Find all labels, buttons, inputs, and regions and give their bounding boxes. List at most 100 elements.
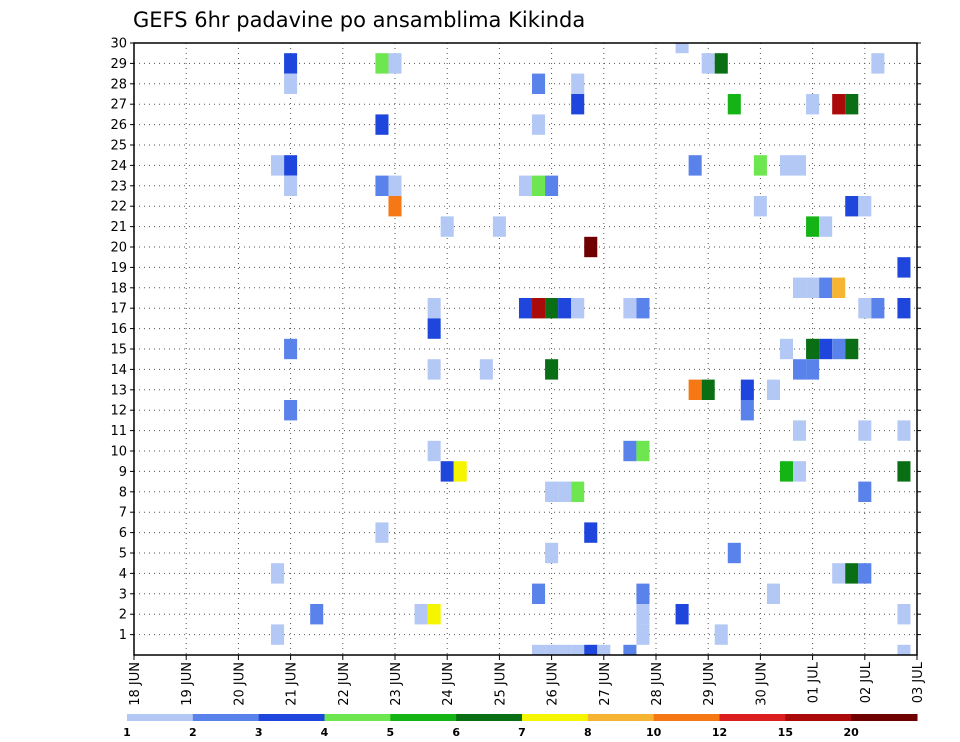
precipitation-cell <box>558 298 572 319</box>
precipitation-cell <box>858 298 872 319</box>
y-tick-label: 17 <box>110 302 127 317</box>
precipitation-cell <box>779 338 794 360</box>
precipitation-cell <box>688 379 702 400</box>
precipitation-cell <box>558 481 572 502</box>
y-tick-label: 25 <box>110 139 127 154</box>
precipitation-cell <box>727 94 741 115</box>
precipitation-cell <box>427 359 441 380</box>
precipitation-cells <box>271 43 911 655</box>
precipitation-cell <box>284 175 298 196</box>
y-tick-label: 16 <box>110 322 127 337</box>
y-tick-label: 5 <box>119 547 127 562</box>
precipitation-cell <box>310 604 324 625</box>
precipitation-cell <box>532 298 546 319</box>
colorbar-segment <box>587 714 655 721</box>
precipitation-cell <box>271 563 285 584</box>
precipitation-cell <box>545 298 559 319</box>
x-axis-ticks: 18 JUN 19 JUN 20 JUN 21 JUN 22 JUN 23 JUN 24 J… <box>128 655 926 706</box>
precipitation-cell <box>819 216 833 237</box>
precipitation-cell <box>753 196 767 217</box>
precipitation-cell <box>858 420 872 441</box>
precipitation-cell <box>636 583 650 604</box>
precipitation-cell <box>532 175 546 196</box>
x-tick-label: 30 JUN <box>754 662 769 706</box>
y-tick-label: 1 <box>119 628 127 643</box>
precipitation-cell <box>727 542 741 564</box>
x-tick-label: 22 JUN <box>337 662 352 706</box>
colorbar-segment <box>851 714 918 721</box>
precipitation-cell <box>623 644 637 655</box>
colorbar: 1 2 3 4 5 6 7 8 10 12 15 20 <box>123 714 918 739</box>
precipitation-cell <box>871 53 885 74</box>
y-tick-label: 23 <box>110 179 127 194</box>
precipitation-cell <box>688 155 702 176</box>
precipitation-cell <box>584 236 598 258</box>
y-tick-label: 30 <box>110 37 127 52</box>
precipitation-cell <box>793 359 807 380</box>
colorbar-segment <box>653 714 720 721</box>
precipitation-cell <box>806 216 820 237</box>
precipitation-cell <box>571 94 585 115</box>
precipitation-cell <box>793 420 807 441</box>
y-tick-label: 9 <box>119 465 127 480</box>
precipitation-cell <box>845 94 859 115</box>
colorbar-label: 4 <box>321 726 329 739</box>
precipitation-cell <box>271 155 285 176</box>
x-tick-label: 02 JUL <box>859 661 874 703</box>
x-tick-label: 27 JUN <box>598 662 613 706</box>
precipitation-cell <box>806 359 820 380</box>
precipitation-cell <box>819 277 833 298</box>
precipitation-cell <box>897 420 911 441</box>
precipitation-cell <box>571 644 585 655</box>
precipitation-cell <box>545 175 559 196</box>
x-tick-label: 18 JUN <box>128 662 143 706</box>
precipitation-cell <box>845 196 859 217</box>
precipitation-cell <box>375 522 389 543</box>
precipitation-cell <box>440 461 454 482</box>
precipitation-cell <box>779 461 794 482</box>
precipitation-cell <box>793 277 807 298</box>
precipitation-cell <box>427 604 441 625</box>
precipitation-cell <box>518 298 533 319</box>
precipitation-cell <box>623 298 637 319</box>
x-tick-label: 24 JUN <box>441 662 456 706</box>
precipitation-cell <box>440 216 454 237</box>
x-tick-label: 23 JUN <box>389 662 404 706</box>
precipitation-cell <box>766 379 780 400</box>
precipitation-cell <box>388 175 402 196</box>
colorbar-segment <box>258 714 325 721</box>
y-axis-ticks: 1234567891011121314151617181920212223242… <box>110 37 921 643</box>
precipitation-cell <box>518 175 533 196</box>
y-tick-label: 15 <box>110 343 127 358</box>
y-tick-label: 10 <box>110 445 127 460</box>
colorbar-label: 10 <box>646 726 662 739</box>
precipitation-cell <box>897 461 911 482</box>
y-tick-label: 3 <box>119 587 127 602</box>
precipitation-cell <box>597 644 611 655</box>
precipitation-cell <box>388 53 402 74</box>
precipitation-cell <box>806 338 820 360</box>
x-tick-label: 03 JUL <box>911 661 926 703</box>
precipitation-cell <box>284 155 298 176</box>
x-tick-label: 21 JUN <box>285 662 300 706</box>
precipitation-cell <box>388 196 402 217</box>
y-tick-label: 12 <box>110 404 127 419</box>
precipitation-cell <box>284 400 298 421</box>
precipitation-cell <box>793 155 807 176</box>
precipitation-cell <box>858 196 872 217</box>
precipitation-cell <box>545 644 559 655</box>
precipitation-cell <box>571 73 585 94</box>
x-tick-label: 20 JUN <box>232 662 247 706</box>
x-tick-label: 25 JUN <box>493 662 508 706</box>
colorbar-segment <box>456 714 523 721</box>
precipitation-cell <box>545 542 559 564</box>
y-tick-label: 7 <box>119 506 127 521</box>
y-tick-label: 18 <box>110 281 127 296</box>
precipitation-cell <box>636 604 650 625</box>
y-tick-label: 19 <box>110 261 127 276</box>
precipitation-cell <box>701 379 715 400</box>
precipitation-cell <box>427 440 441 462</box>
precipitation-cell <box>571 298 585 319</box>
precipitation-cell <box>793 461 807 482</box>
x-tick-label: 29 JUN <box>702 662 717 706</box>
